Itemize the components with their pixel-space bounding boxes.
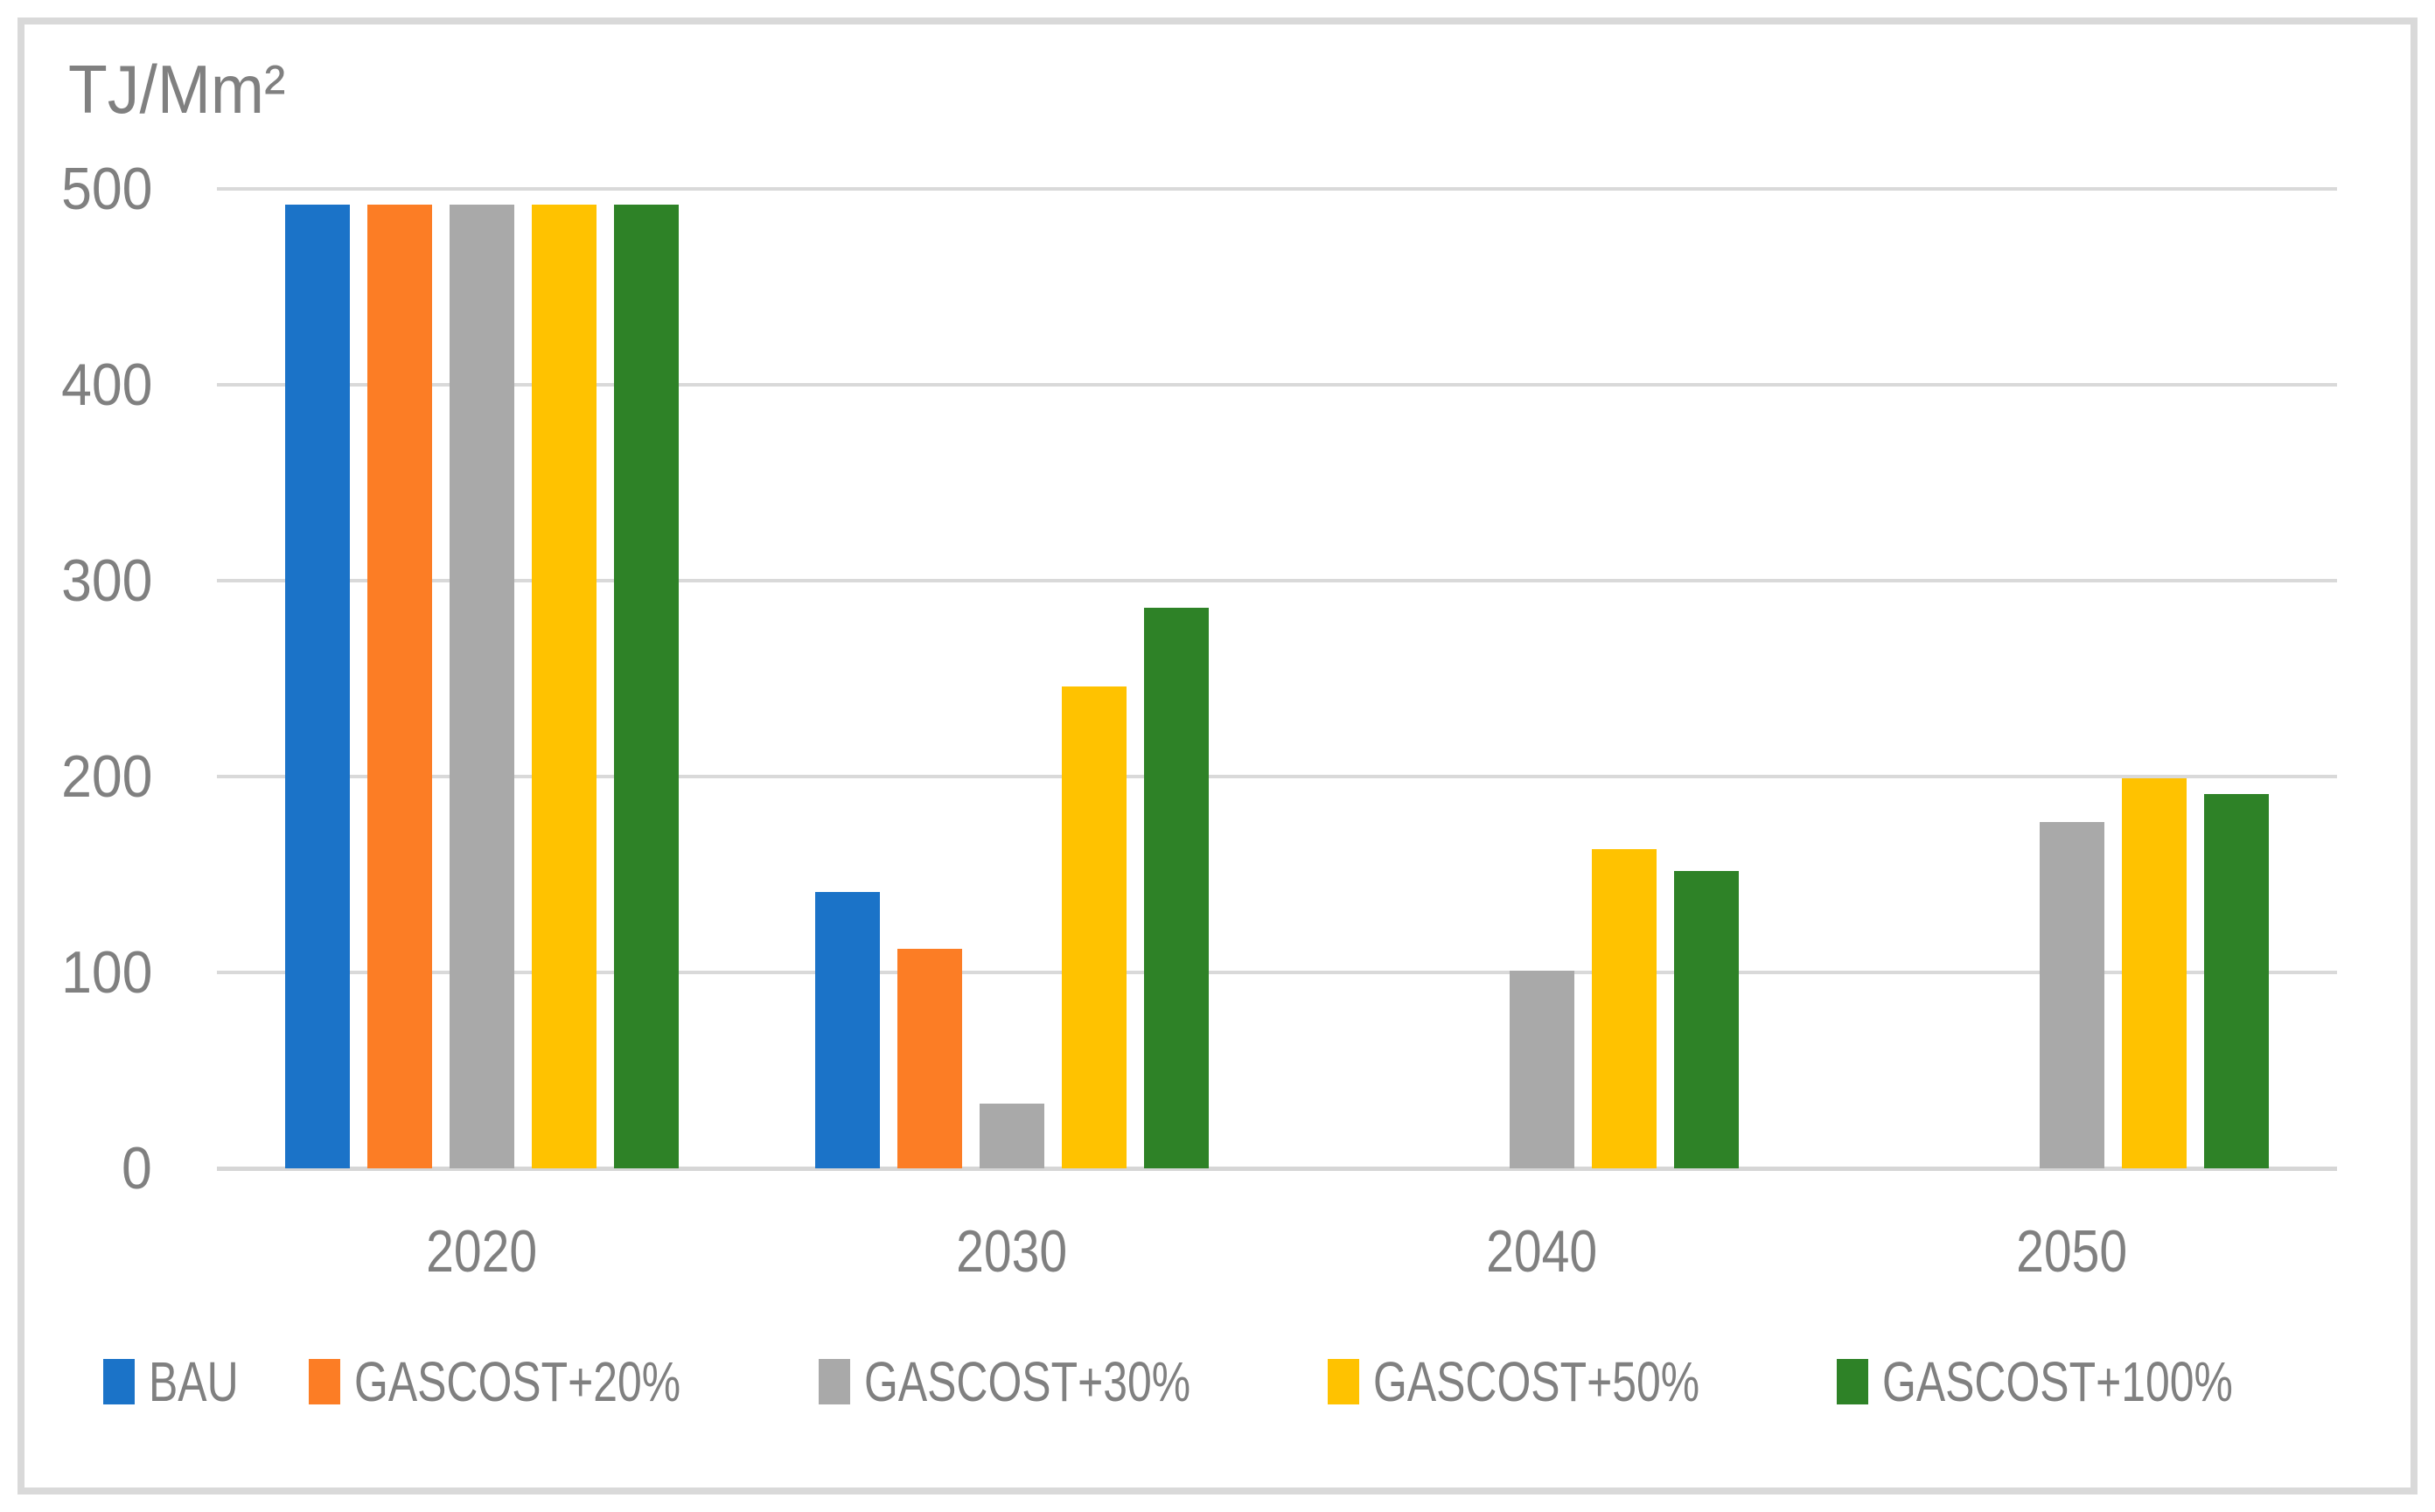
y-tick-text: 300 (60, 547, 152, 614)
legend-label-text: BAU (148, 1350, 239, 1413)
y-tick-text: 400 (60, 352, 152, 418)
legend-label-GASCOST+20%: GASCOST+20% (354, 1354, 772, 1410)
x-axis-label-text: 2020 (426, 1218, 538, 1285)
y-tick-label-0: 0 (0, 1139, 152, 1198)
y-tick-label-400: 400 (0, 355, 152, 415)
bar-GASCOST+30%-2050 (2040, 822, 2104, 1168)
legend-label-text: GASCOST+50% (1373, 1350, 1700, 1413)
bar-GASCOST+20%-2020 (367, 205, 432, 1168)
legend-label-GASCOST+100%: GASCOST+100% (1882, 1354, 2332, 1410)
legend-item-GASCOST+50%: GASCOST+50% (1328, 1354, 1791, 1410)
legend-marker-GASCOST+30% (818, 1359, 850, 1404)
bar-GASCOST+100%-2030 (1144, 608, 1209, 1168)
legend-marker-GASCOST+50% (1328, 1359, 1359, 1404)
x-axis-label-text: 2030 (956, 1218, 1068, 1285)
gridline-400 (217, 383, 2337, 387)
y-tick-text: 100 (60, 939, 152, 1006)
bar-BAU-2020 (285, 205, 350, 1168)
bar-GASCOST+50%-2030 (1062, 686, 1127, 1168)
legend-label-text: GASCOST+30% (863, 1350, 1190, 1413)
y-tick-label-200: 200 (0, 747, 152, 806)
bar-GASCOST+50%-2020 (532, 205, 597, 1168)
legend-marker-GASCOST+20% (309, 1359, 341, 1404)
legend-marker-BAU (102, 1359, 135, 1404)
bar-GASCOST+30%-2040 (1510, 971, 1574, 1168)
bar-GASCOST+100%-2020 (614, 205, 679, 1168)
legend-item-GASCOST+30%: GASCOST+30% (818, 1354, 1282, 1410)
gridline-500 (217, 187, 2337, 191)
y-axis-title-text: TJ/Mm² (68, 51, 286, 128)
legend-label-text: GASCOST+20% (354, 1350, 681, 1413)
x-axis-label-text: 2050 (2016, 1218, 2128, 1285)
legend-item-BAU: BAU (102, 1354, 264, 1410)
y-tick-text: 200 (60, 743, 152, 810)
y-tick-text: 0 (122, 1135, 152, 1202)
bar-GASCOST+100%-2050 (2204, 794, 2269, 1168)
x-axis-label-2020: 2020 (307, 1221, 657, 1282)
y-axis-title: TJ/Mm² (68, 52, 299, 128)
y-tick-label-100: 100 (0, 943, 152, 1002)
legend-label-text: GASCOST+100% (1882, 1350, 2234, 1413)
legend-label-GASCOST+50%: GASCOST+50% (1373, 1354, 1791, 1410)
x-axis-label-text: 2040 (1486, 1218, 1598, 1285)
gridline-300 (217, 579, 2337, 582)
legend-item-GASCOST+20%: GASCOST+20% (309, 1354, 772, 1410)
y-tick-label-300: 300 (0, 551, 152, 610)
gridline-0 (217, 1167, 2337, 1171)
x-axis-label-2030: 2030 (837, 1221, 1187, 1282)
gridline-200 (217, 775, 2337, 778)
bar-GASCOST+20%-2030 (897, 949, 962, 1168)
bar-GASCOST+50%-2040 (1592, 849, 1657, 1168)
x-axis-label-2040: 2040 (1367, 1221, 1717, 1282)
bar-GASCOST+50%-2050 (2122, 778, 2187, 1168)
legend-label-BAU: BAU (149, 1354, 264, 1410)
y-tick-text: 500 (60, 156, 152, 222)
bar-GASCOST+100%-2040 (1674, 871, 1739, 1168)
bar-BAU-2030 (815, 892, 880, 1168)
gridline-100 (217, 971, 2337, 974)
legend-marker-GASCOST+100% (1837, 1359, 1869, 1404)
bar-GASCOST+30%-2020 (450, 205, 514, 1168)
x-axis-label-2050: 2050 (1897, 1221, 2247, 1282)
legend-item-GASCOST+100%: GASCOST+100% (1837, 1354, 2332, 1410)
y-tick-label-500: 500 (0, 159, 152, 219)
legend-label-GASCOST+30%: GASCOST+30% (864, 1354, 1282, 1410)
bar-GASCOST+30%-2030 (980, 1104, 1044, 1168)
legend: BAU GASCOST+20% GASCOST+30% GASCOST+50% GASC… (0, 1354, 2435, 1410)
